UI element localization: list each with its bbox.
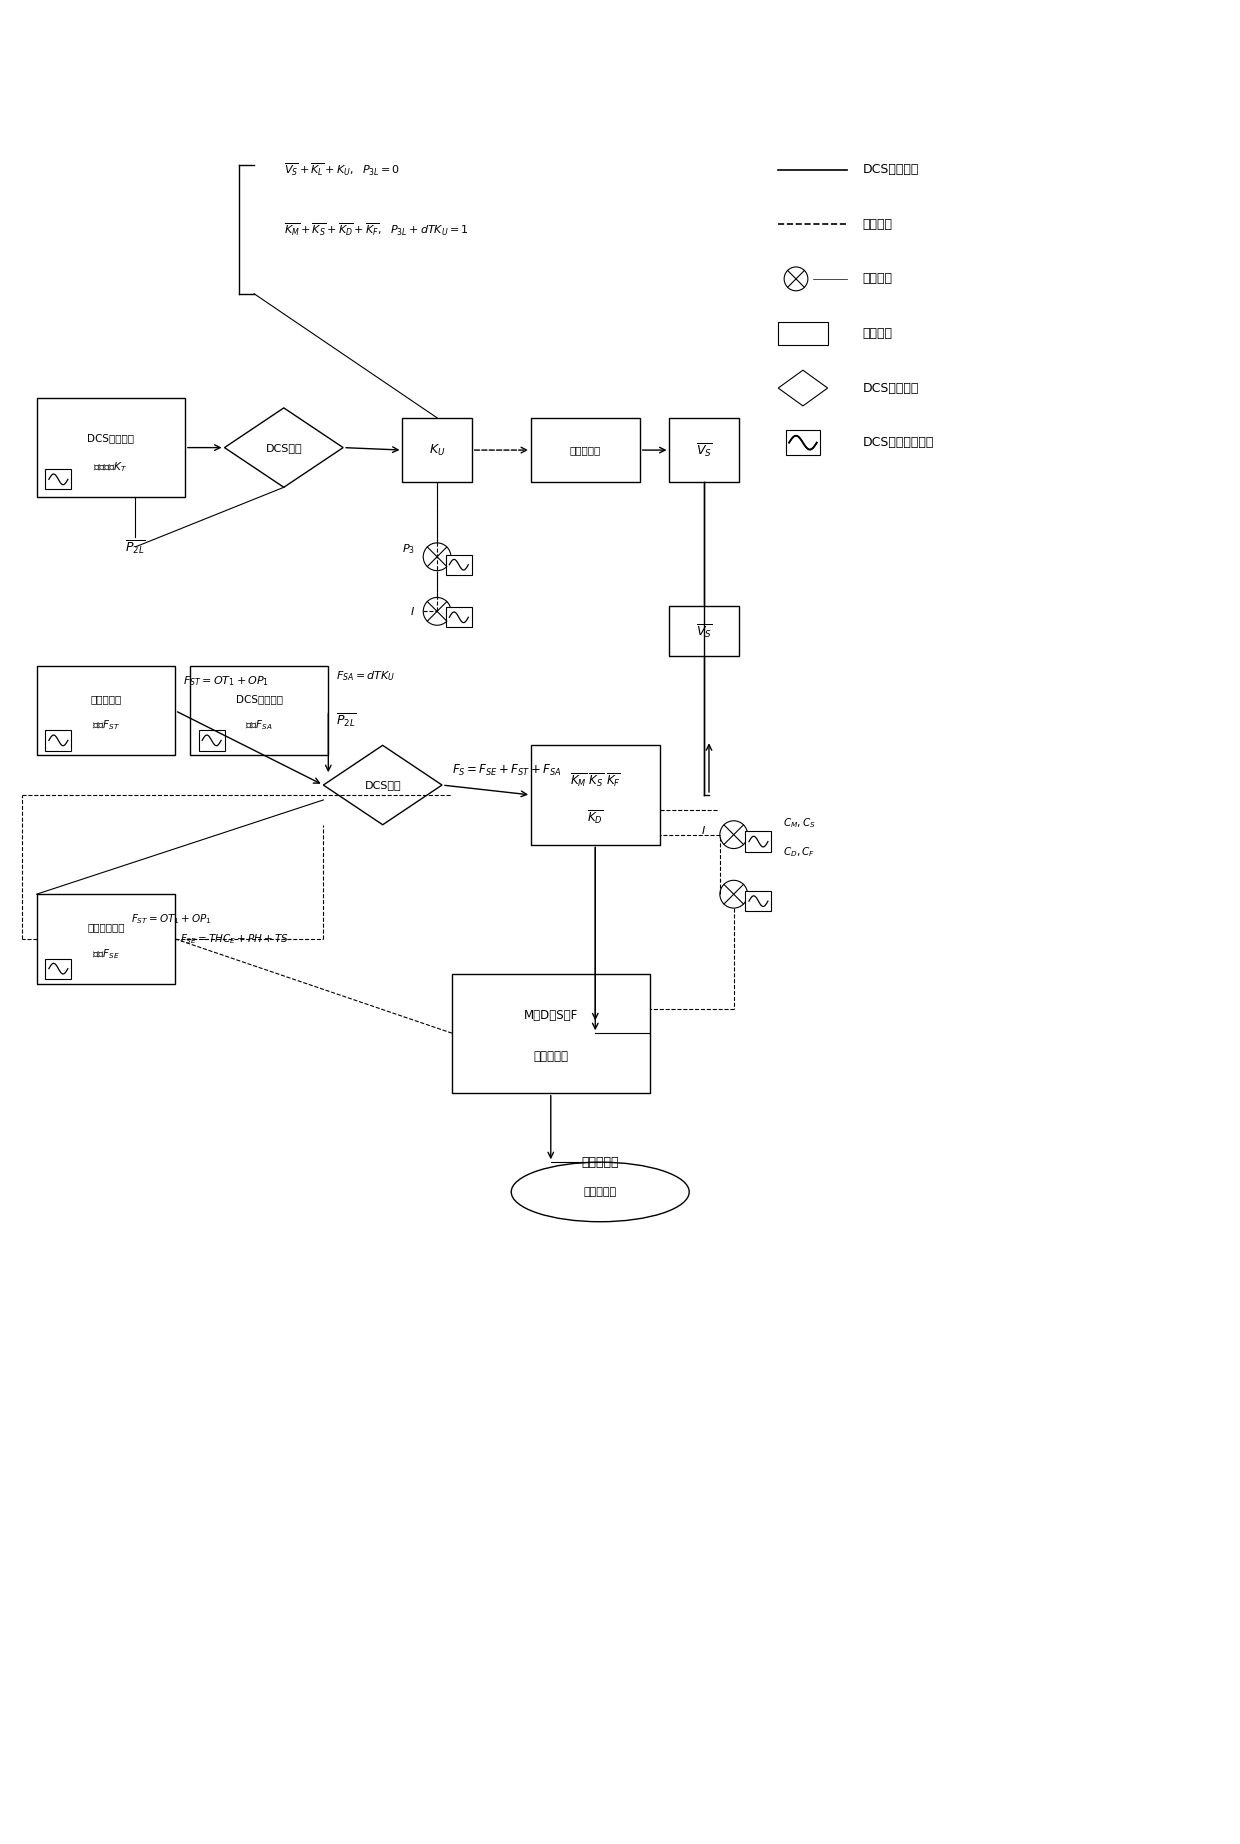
- Text: $I$: $I$: [701, 824, 706, 835]
- Text: 空压机停止: 空压机停止: [582, 1156, 619, 1169]
- Text: 气动阀全关: 气动阀全关: [569, 444, 601, 455]
- Text: $\overline{V_S}$: $\overline{V_S}$: [696, 441, 712, 459]
- FancyBboxPatch shape: [779, 321, 827, 345]
- Text: 工艺设备: 工艺设备: [862, 326, 893, 339]
- FancyBboxPatch shape: [46, 730, 72, 751]
- Text: 空压机停止: 空压机停止: [584, 1188, 616, 1197]
- FancyBboxPatch shape: [445, 555, 472, 575]
- Text: DCS自动停机: DCS自动停机: [236, 693, 283, 704]
- Text: M、D、S、F: M、D、S、F: [523, 1009, 578, 1022]
- Text: 控制信号$K_T$: 控制信号$K_T$: [93, 461, 128, 474]
- FancyBboxPatch shape: [531, 419, 640, 483]
- Text: DCS策略: DCS策略: [265, 443, 303, 452]
- FancyBboxPatch shape: [46, 959, 72, 979]
- Text: $\overline{P_{2L}}$: $\overline{P_{2L}}$: [336, 712, 357, 730]
- Text: $\overline{K_M}+\overline{K_S}+\overline{K_D}+\overline{K_F},$  $P_{3L}+dTK_U=1$: $\overline{K_M}+\overline{K_S}+\overline…: [284, 221, 469, 238]
- FancyBboxPatch shape: [745, 891, 771, 911]
- Text: DCS历史数据采集: DCS历史数据采集: [862, 437, 934, 450]
- FancyBboxPatch shape: [37, 398, 185, 498]
- FancyBboxPatch shape: [403, 419, 471, 483]
- Text: 采集信号: 采集信号: [862, 273, 893, 286]
- FancyBboxPatch shape: [37, 894, 175, 983]
- Text: 工保护停机: 工保护停机: [91, 693, 122, 704]
- Text: 信号$F_{SE}$: 信号$F_{SE}$: [92, 946, 120, 961]
- Text: $K_U$: $K_U$: [429, 443, 445, 457]
- Text: $\overline{P_{2L}}$: $\overline{P_{2L}}$: [125, 538, 145, 555]
- FancyBboxPatch shape: [670, 419, 739, 483]
- Text: $P_3$: $P_3$: [402, 542, 415, 555]
- FancyBboxPatch shape: [37, 666, 175, 756]
- Text: $C_M, C_S$: $C_M, C_S$: [784, 815, 816, 830]
- FancyBboxPatch shape: [190, 666, 329, 756]
- Text: $C_D, C_F$: $C_D, C_F$: [784, 846, 815, 859]
- Text: DCS信号回路: DCS信号回路: [862, 164, 919, 177]
- Text: $\overline{V_S}+\overline{K_L}+K_U,$  $P_{3L}=0$: $\overline{V_S}+\overline{K_L}+K_U,$ $P_…: [284, 162, 401, 179]
- FancyBboxPatch shape: [198, 730, 224, 751]
- Text: DCS控制策略: DCS控制策略: [862, 382, 919, 395]
- Text: $F_{SA}=dTK_U$: $F_{SA}=dTK_U$: [336, 669, 396, 682]
- FancyBboxPatch shape: [531, 745, 660, 845]
- Text: 电气保护停机: 电气保护停机: [87, 922, 124, 931]
- Text: $\overline{K_M}\ \overline{K_S}\ \overline{K_F}$: $\overline{K_M}\ \overline{K_S}\ \overli…: [570, 771, 621, 789]
- Text: $F_{SE}=THC_E+PH+TS$: $F_{SE}=THC_E+PH+TS$: [180, 931, 289, 946]
- FancyBboxPatch shape: [46, 468, 72, 489]
- Text: DCS策略: DCS策略: [365, 780, 401, 789]
- FancyBboxPatch shape: [745, 832, 771, 852]
- Text: DCS画面停止: DCS画面停止: [87, 433, 134, 443]
- FancyBboxPatch shape: [670, 607, 739, 656]
- FancyBboxPatch shape: [445, 607, 472, 627]
- Text: $F_{ST}=OT_1+OP_1$: $F_{ST}=OT_1+OP_1$: [130, 913, 211, 926]
- Text: 接触器断开: 接触器断开: [533, 1051, 568, 1064]
- Text: 信号$F_{ST}$: 信号$F_{ST}$: [92, 719, 120, 732]
- Text: $I$: $I$: [410, 605, 415, 618]
- Text: $F_{ST}=OT_1+OP_1$: $F_{ST}=OT_1+OP_1$: [184, 673, 269, 688]
- Text: $F_S=F_{SE}+F_{ST}+F_{SA}$: $F_S=F_{SE}+F_{ST}+F_{SA}$: [451, 763, 562, 778]
- FancyBboxPatch shape: [786, 430, 820, 455]
- Text: $\overline{K_D}$: $\overline{K_D}$: [587, 808, 604, 826]
- Text: 电气回路: 电气回路: [862, 218, 893, 230]
- FancyBboxPatch shape: [451, 974, 650, 1093]
- Text: $\overline{V_S}$: $\overline{V_S}$: [696, 623, 712, 640]
- Text: 指令$F_{SA}$: 指令$F_{SA}$: [246, 719, 273, 732]
